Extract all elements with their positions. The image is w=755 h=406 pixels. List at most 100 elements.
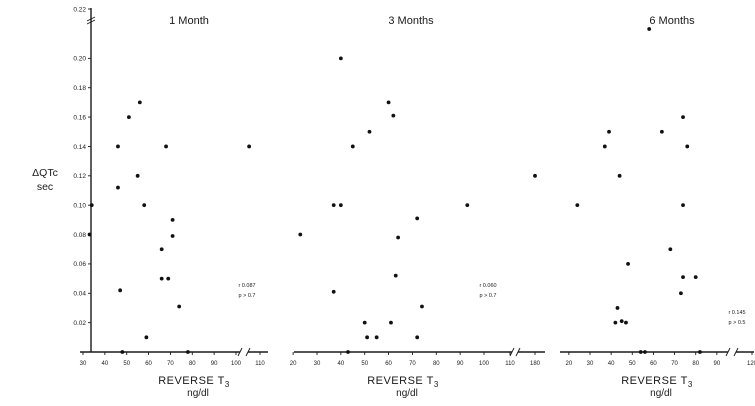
- x-axis-unit: ng/dl: [396, 388, 418, 399]
- data-point: [331, 289, 336, 294]
- y-tick-label: 0.22: [73, 6, 86, 13]
- x-tick-label: 80: [433, 361, 440, 367]
- data-point: [668, 247, 673, 252]
- x-tick-label: 50: [361, 361, 368, 367]
- data-point: [647, 27, 652, 31]
- data-point: [685, 144, 690, 149]
- data-point: [643, 350, 647, 354]
- data-point: [374, 335, 379, 340]
- data-point: [619, 319, 624, 324]
- x-axis-break: [515, 347, 521, 357]
- x-tick-label: 20: [290, 361, 297, 367]
- data-point: [116, 185, 120, 190]
- data-point: [89, 203, 94, 208]
- data-point: [386, 100, 391, 105]
- y-tick-label: 0.14: [73, 144, 86, 151]
- x-axis-label-main: REVERSE T: [621, 375, 688, 387]
- x-axis-label: REVERSE T3: [367, 375, 439, 389]
- panel-title: 3 Months: [388, 15, 434, 27]
- data-point: [679, 291, 683, 296]
- x-tick-label: 60: [145, 361, 152, 367]
- data-point: [346, 350, 350, 354]
- data-point: [120, 350, 125, 354]
- data-point: [87, 232, 92, 237]
- x-tick-label: 90: [211, 361, 218, 367]
- x-tick-label: 120: [747, 361, 755, 367]
- data-point: [362, 320, 367, 325]
- data-point: [144, 335, 149, 340]
- data-point: [420, 304, 424, 309]
- data-point: [615, 306, 620, 310]
- x-tick-label: 40: [102, 361, 109, 367]
- panel-stat-p: p > 0.7: [239, 293, 256, 299]
- data-point: [389, 320, 393, 325]
- panel-title: 6 Months: [649, 15, 695, 27]
- data-point: [681, 275, 685, 280]
- data-point: [338, 56, 343, 61]
- y-tick-label: 0.04: [73, 291, 86, 298]
- x-tick-label: 70: [167, 361, 174, 367]
- x-axis-break: [733, 347, 739, 357]
- x-tick-label: 50: [629, 361, 636, 367]
- data-point: [607, 129, 611, 134]
- data-point: [338, 203, 343, 208]
- x-axis-break: [725, 347, 731, 357]
- data-point: [693, 275, 698, 280]
- x-tick-label: 100: [479, 361, 490, 367]
- x-axis-unit: ng/dl: [187, 388, 209, 399]
- x-tick-label: 60: [650, 361, 657, 367]
- x-tick-label: 80: [189, 361, 196, 367]
- data-point: [617, 173, 622, 178]
- x-tick-label: 70: [409, 361, 416, 367]
- x-tick-label: 90: [457, 361, 464, 367]
- data-point: [396, 235, 401, 240]
- panel-stat-r: r 0.145: [728, 310, 745, 316]
- data-point: [391, 113, 396, 118]
- data-point: [164, 144, 168, 149]
- data-point: [350, 144, 355, 149]
- y-tick-label: 0.10: [73, 202, 86, 209]
- y-tick-label: 0.20: [73, 56, 86, 63]
- data-point: [415, 216, 420, 221]
- data-point: [465, 203, 470, 208]
- x-tick-label: 110: [255, 361, 265, 367]
- data-point: [159, 276, 164, 281]
- x-tick-label: 80: [692, 361, 699, 367]
- x-axis-break: [509, 347, 515, 357]
- x-tick-label: 90: [714, 361, 721, 367]
- data-point: [135, 173, 140, 178]
- data-point: [602, 144, 607, 149]
- data-point: [331, 203, 336, 208]
- x-axis-label-main: REVERSE T: [158, 375, 225, 387]
- y-tick-label: 0.18: [73, 85, 86, 92]
- data-point: [159, 247, 164, 252]
- data-point: [626, 262, 630, 266]
- data-point: [177, 304, 182, 309]
- data-point: [681, 203, 685, 208]
- x-axis-label-subscript: 3: [434, 380, 439, 389]
- y-axis-unit: sec: [37, 181, 53, 193]
- panel-title: 1 Month: [169, 15, 209, 27]
- data-point: [142, 203, 147, 208]
- x-axis-label-subscript: 3: [688, 380, 693, 389]
- y-axis-break: [86, 16, 96, 22]
- data-point: [575, 203, 580, 208]
- panel-stat-p: p > 0.5: [729, 320, 746, 326]
- y-axis-label: ΔQTc: [32, 167, 58, 179]
- plot-layer: 0.02 0.04 0.06 0.08 0.10 0.12 0.14 0.16 0.18 0.20…: [73, 6, 755, 399]
- x-tick-label: 30: [80, 361, 87, 367]
- panel-stat-p: p > 0.7: [480, 293, 497, 299]
- x-axis-break: [237, 347, 243, 357]
- y-tick-label: 0.02: [73, 320, 86, 327]
- x-axis-label-subscript: 3: [225, 380, 230, 389]
- x-tick-label: 180: [530, 361, 541, 367]
- x-tick-label: 30: [314, 361, 321, 367]
- data-point: [393, 273, 398, 278]
- y-tick-label: 0.12: [73, 173, 86, 180]
- x-axis-label-main: REVERSE T: [367, 375, 434, 387]
- data-point: [170, 217, 175, 222]
- x-tick-label: 70: [671, 361, 678, 367]
- data-point: [681, 115, 685, 119]
- x-tick-label: 40: [608, 361, 615, 367]
